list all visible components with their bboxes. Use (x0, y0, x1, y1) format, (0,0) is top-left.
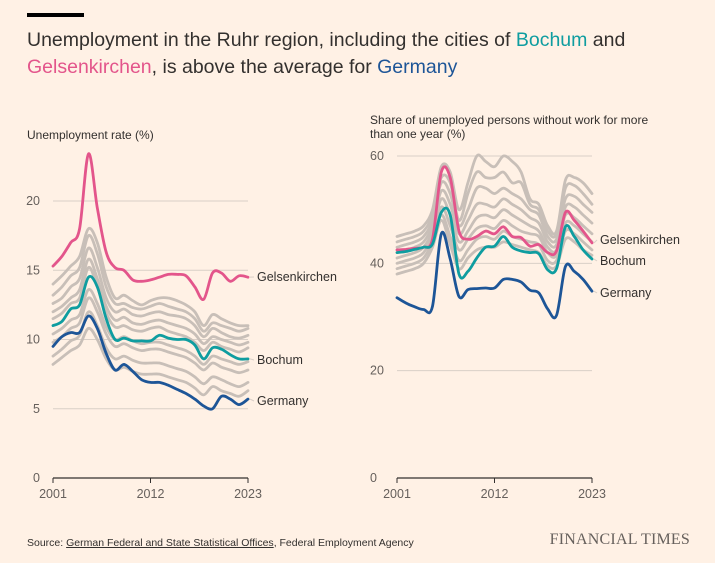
source-note: Source: German Federal and State Statist… (27, 537, 414, 549)
bochum-label-leader (593, 258, 598, 262)
ft-logo: FINANCIAL TIMES (549, 531, 690, 548)
unemployment-rate-chart: Unemployment rate (%) 0 5 10 15 20 2001 2012 202… (26, 128, 337, 501)
y-tick-label: 60 (370, 149, 384, 163)
other-city-line (51, 246, 250, 340)
germany-line (51, 314, 250, 411)
title-text-1: Unemployment in the Ruhr region, includi… (27, 29, 516, 51)
germany-label-leader (593, 290, 598, 294)
germany-label-leader (249, 398, 255, 402)
y-tick-label: 0 (33, 471, 40, 485)
x-tick-label: 2012 (481, 487, 509, 501)
other-city-line (51, 257, 250, 347)
other-city-line (395, 205, 594, 265)
y-tick-label: 15 (26, 263, 40, 277)
source-rest: , Federal Employment Agency (273, 537, 414, 549)
x-tick-label: 2012 (137, 487, 165, 501)
long-term-unemployed-chart: Share of unemployed persons without work… (370, 113, 680, 501)
y-tick-label: 40 (370, 256, 384, 270)
title-text-2: and (587, 29, 626, 51)
gelsenkirchen-line (51, 152, 250, 301)
page-title: Unemployment in the Ruhr region, includi… (27, 27, 707, 81)
bochum-label: Bochum (600, 254, 646, 268)
title-text-3: , is above the average for (151, 56, 378, 78)
y-tick-label: 5 (33, 402, 40, 416)
x-tick-label: 2023 (234, 487, 262, 501)
other-city-line (51, 326, 250, 398)
title-germany: Germany (377, 56, 458, 78)
other-city-line (51, 226, 250, 328)
other-city-line (51, 266, 250, 354)
x-tick-label: 2023 (578, 487, 606, 501)
germany-line (395, 230, 594, 320)
gelsenkirchen-label: Gelsenkirchen (257, 270, 337, 284)
x-tick-label: 2001 (39, 487, 67, 501)
y-tick-label: 20 (370, 364, 384, 378)
germany-label: Germany (600, 286, 652, 300)
bochum-line (51, 275, 250, 361)
other-city-line (51, 233, 250, 333)
y-tick-label: 20 (26, 194, 40, 208)
source-link-statistical-offices[interactable]: German Federal and State Statistical Off… (66, 537, 274, 549)
chart-subtitle-line: Share of unemployed persons without work… (370, 113, 648, 127)
title-gelsenkirchen: Gelsenkirchen (27, 56, 152, 78)
germany-label: Germany (257, 394, 309, 408)
source-prefix: Source: (27, 537, 67, 549)
bochum-line (395, 206, 594, 280)
chart-subtitle: Unemployment rate (%) (27, 128, 154, 142)
bochum-label-leader (249, 358, 255, 361)
bochum-label: Bochum (257, 353, 303, 367)
gelsenkirchen-label-leader (593, 239, 598, 244)
other-city-line (51, 296, 250, 375)
x-tick-label: 2001 (383, 487, 411, 501)
gelsenkirchen-label: Gelsenkirchen (600, 233, 680, 247)
y-tick-label: 0 (370, 471, 377, 485)
other-city-line (51, 310, 250, 389)
chart-subtitle-line: than one year (%) (370, 127, 465, 141)
title-bochum: Bochum (515, 29, 588, 51)
y-tick-label: 10 (26, 333, 40, 347)
top-accent-bar (27, 13, 84, 17)
